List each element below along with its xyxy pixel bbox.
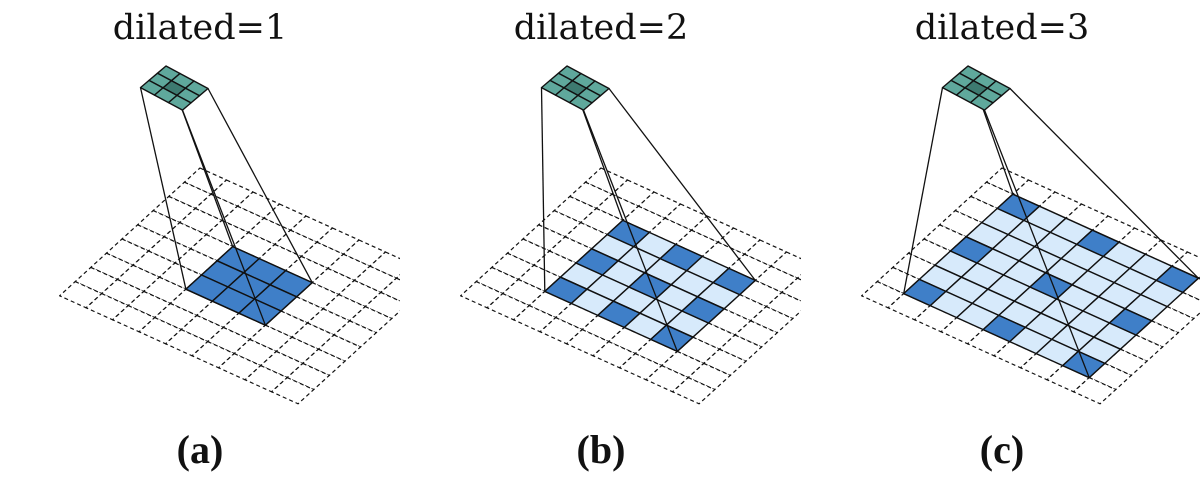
projection-line xyxy=(903,87,944,294)
kernel-cell xyxy=(969,94,994,111)
input-grid xyxy=(860,167,1200,405)
panel-caption: (c) xyxy=(979,427,1025,472)
projection-line xyxy=(207,88,313,283)
panel-b: dilated=2 (b) xyxy=(401,0,801,485)
panel-c: dilated=3 (c) xyxy=(802,0,1200,485)
projection-lines xyxy=(903,65,1199,378)
kernel-cell xyxy=(568,94,593,111)
input-cell xyxy=(271,377,315,405)
input-cell xyxy=(1073,377,1117,405)
panel-title: dilated=2 xyxy=(513,8,689,48)
kernel-grid xyxy=(540,65,610,111)
projection-line xyxy=(540,87,546,292)
panel-a: dilated=1 (a) xyxy=(0,0,400,485)
sampled-cell xyxy=(996,193,1041,222)
sampled-cell xyxy=(659,243,703,272)
sampled-cell xyxy=(628,272,672,300)
sampled-cell xyxy=(1076,229,1120,258)
dilated-conv-diagram-c xyxy=(860,65,1200,405)
kernel-grid xyxy=(139,65,209,111)
sampled-cell xyxy=(681,296,725,324)
input-cell xyxy=(672,377,716,405)
input-cell xyxy=(781,277,801,302)
projection-line xyxy=(1009,88,1199,279)
sampled-cell xyxy=(1029,272,1073,300)
projection-line xyxy=(608,88,756,281)
sampled-cell xyxy=(1155,265,1200,294)
input-grid xyxy=(58,167,400,405)
projection-lines xyxy=(139,65,313,326)
projection-line xyxy=(181,109,267,326)
projection-line xyxy=(983,109,1090,378)
input-grid xyxy=(459,167,801,405)
sampled-cell xyxy=(949,236,994,264)
input-cell xyxy=(380,277,400,302)
panel-caption: (b) xyxy=(576,427,626,472)
sampled-cell xyxy=(606,219,651,248)
panel-title: dilated=3 xyxy=(914,8,1090,48)
sampled-cell xyxy=(544,276,588,305)
panel-caption: (a) xyxy=(176,427,224,472)
sampled-cell xyxy=(1108,308,1153,336)
kernel-grid xyxy=(941,65,1011,111)
kernel-cell xyxy=(167,94,192,111)
sampled-cell xyxy=(712,267,756,296)
dilated-conv-diagram-b xyxy=(459,65,801,405)
sampled-cell xyxy=(982,314,1027,343)
projection-line xyxy=(139,87,187,290)
dilated-conv-diagram-a xyxy=(58,65,400,405)
sampled-cell xyxy=(902,278,947,307)
panel-title: dilated=1 xyxy=(112,8,288,48)
sampled-cell xyxy=(575,248,619,276)
projection-line xyxy=(582,109,678,352)
sampled-cell xyxy=(597,300,641,329)
